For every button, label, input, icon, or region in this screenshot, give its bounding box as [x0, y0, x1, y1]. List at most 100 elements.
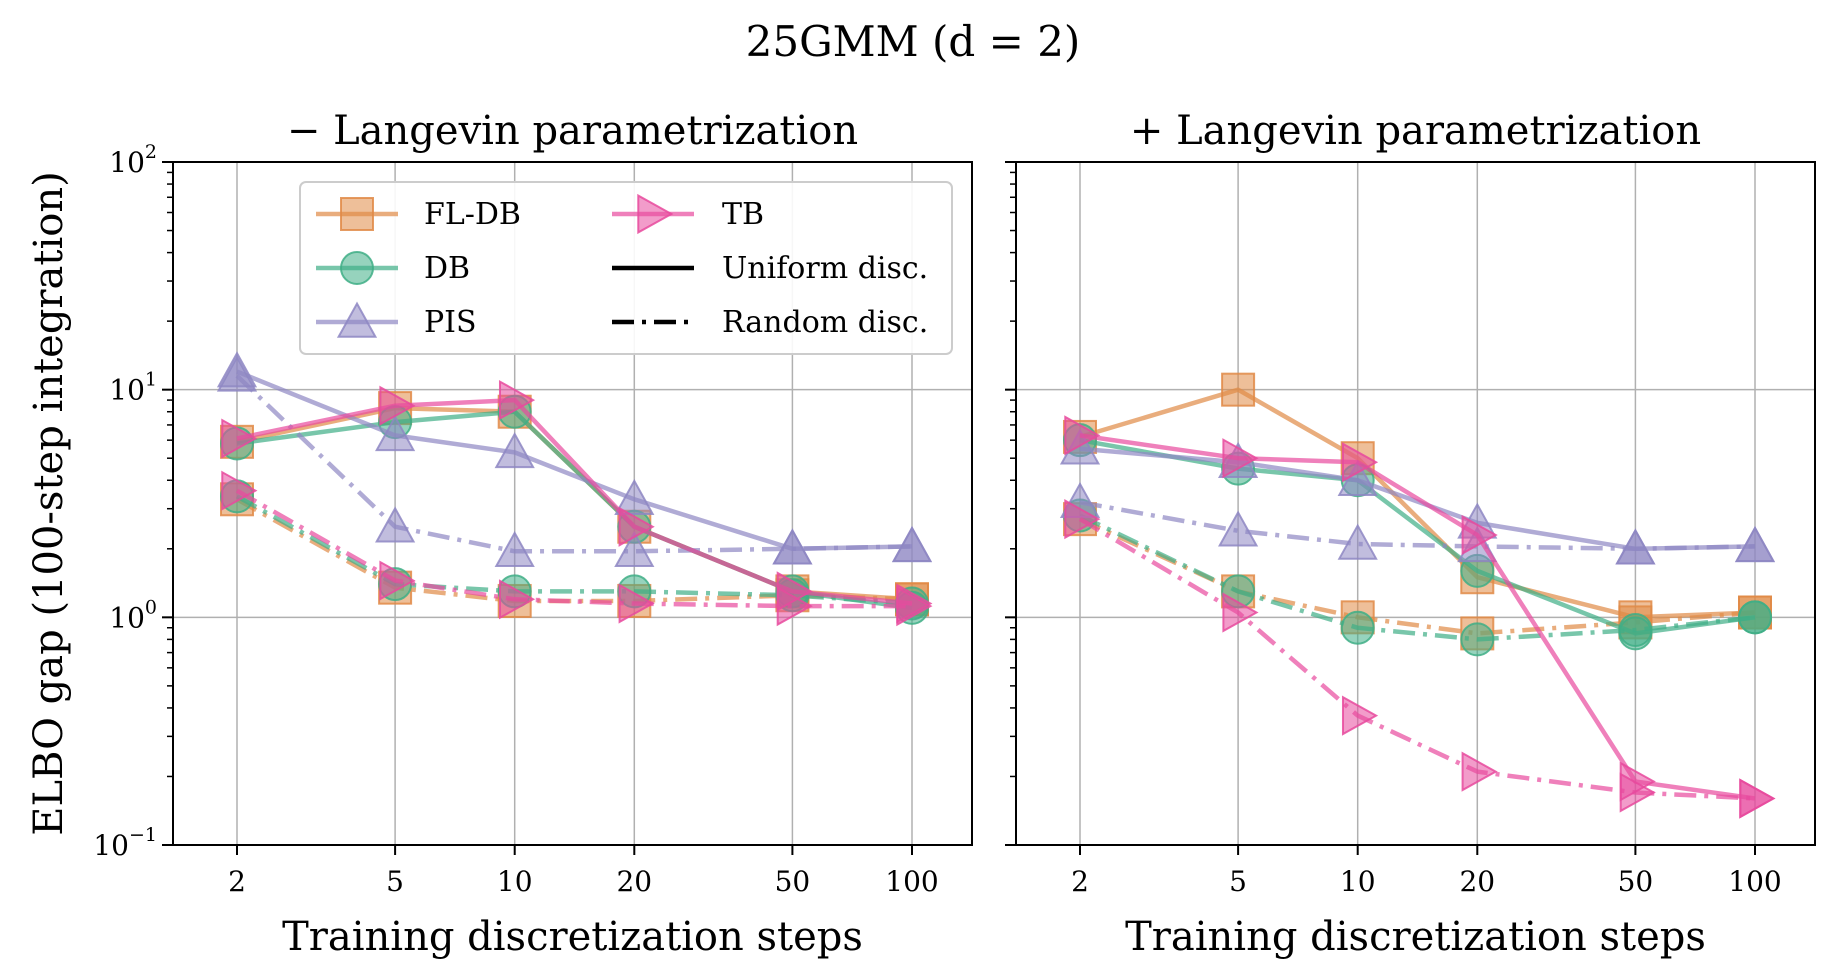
data-point	[1461, 751, 1498, 792]
data-point	[494, 530, 535, 568]
legend-item-tb: TB	[612, 193, 764, 235]
series-line	[236, 405, 913, 602]
series-db-uniform	[220, 394, 929, 625]
legend-item-fl-db: FL-DB	[316, 197, 521, 232]
data-point	[618, 583, 655, 624]
data-point	[1221, 372, 1256, 407]
series-fl-db-uniform	[220, 391, 929, 617]
data-point	[618, 506, 655, 547]
panel-2: 2 5 10 20 50 100 + Langevin parametrization Tra…	[1005, 108, 1816, 960]
series-pis-random	[216, 355, 933, 568]
legend-item-db: DB	[316, 251, 470, 286]
data-point	[1341, 695, 1379, 736]
series-group	[1059, 372, 1776, 819]
x-axis-label: Training discretization steps	[1125, 914, 1706, 960]
legend-marker	[336, 301, 378, 338]
x-ticks: 2 5 10 20 50 100	[1071, 845, 1782, 898]
data-point	[1064, 499, 1101, 540]
data-point	[1461, 514, 1498, 556]
series-line	[1079, 513, 1756, 642]
legend-item-pis: PIS	[316, 301, 477, 340]
y-tick-label: 10−1	[93, 824, 157, 862]
data-point	[1739, 778, 1776, 819]
data-point	[375, 506, 416, 543]
data-point	[891, 525, 933, 563]
x-tick-label: 100	[1728, 865, 1781, 898]
data-point	[379, 560, 416, 601]
data-point	[1218, 510, 1259, 547]
series-line	[236, 409, 913, 611]
panel-title: + Langevin parametrization	[1130, 108, 1701, 154]
x-tick-label: 20	[1459, 865, 1495, 898]
y-tick-label: 100	[109, 596, 157, 634]
series-tb-uniform	[221, 379, 933, 624]
panel-title: − Langevin parametrization	[287, 108, 858, 154]
data-point	[614, 530, 655, 568]
data-point	[1340, 610, 1375, 645]
data-point	[1222, 438, 1259, 479]
legend-label: TB	[722, 197, 764, 232]
series-line	[1079, 387, 1756, 620]
grid	[1016, 161, 1815, 846]
data-point	[1615, 528, 1656, 565]
plot-frame	[1015, 161, 1816, 846]
data-point	[375, 414, 416, 452]
x-tick-label: 50	[1618, 865, 1654, 898]
plot-frame	[172, 161, 973, 846]
data-point	[1734, 525, 1776, 563]
x-tick-label: 10	[497, 865, 533, 898]
data-point	[896, 586, 933, 627]
x-tick-label: 2	[1071, 865, 1089, 898]
y-axis-label: ELBO gap (100-step integration)	[26, 171, 72, 835]
series-line	[236, 397, 913, 606]
series-db-random	[1063, 498, 1772, 657]
data-point	[498, 579, 536, 620]
series-line	[1078, 517, 1756, 801]
series-tb-random	[221, 470, 933, 627]
data-point	[379, 385, 416, 426]
y-ticks	[1005, 161, 1016, 846]
y-ticks: 10−1 100 101 102	[93, 141, 173, 862]
series-line	[1079, 500, 1756, 552]
x-tick-label: 10	[1340, 865, 1376, 898]
data-point	[221, 470, 258, 511]
x-ticks: 2 5 10 20 50 100	[228, 845, 939, 898]
data-point	[1064, 415, 1101, 456]
series-line	[235, 374, 913, 554]
data-point	[1738, 600, 1772, 635]
legend-item-random: Random disc.	[612, 305, 928, 340]
x-tick-label: 20	[616, 865, 652, 898]
data-point	[1460, 622, 1495, 657]
x-tick-label: 2	[228, 865, 246, 898]
data-point	[772, 528, 813, 565]
legend-label: Random disc.	[722, 305, 928, 340]
data-point	[1341, 442, 1379, 483]
legend: FL-DB DB PIS TB Uniform disc. Random disc.	[299, 181, 953, 355]
data-point	[1619, 772, 1656, 813]
data-point	[776, 586, 813, 627]
data-point	[216, 355, 258, 392]
data-point	[498, 379, 536, 421]
y-tick-label: 102	[109, 141, 157, 179]
legend-label: PIS	[424, 305, 477, 340]
legend-label: FL-DB	[424, 197, 521, 232]
x-tick-label: 5	[386, 865, 404, 898]
legend-marker	[340, 197, 374, 231]
series-pis-uniform	[216, 351, 933, 565]
series-line	[1079, 433, 1756, 801]
panel-1: 10−1 100 101 102 2 5 10 20 50 100 − Langevin param…	[26, 108, 973, 960]
data-point	[1618, 612, 1653, 647]
data-point	[1337, 523, 1378, 560]
y-tick-label: 101	[109, 369, 157, 407]
data-point	[614, 478, 655, 516]
data-point	[221, 418, 258, 459]
series-group	[216, 351, 933, 627]
x-tick-label: 50	[775, 865, 811, 898]
legend-label: DB	[424, 251, 470, 286]
legend-marker	[637, 193, 674, 235]
legend-marker	[340, 251, 374, 285]
series-tb-random	[1064, 499, 1776, 819]
x-tick-label: 5	[1229, 865, 1247, 898]
